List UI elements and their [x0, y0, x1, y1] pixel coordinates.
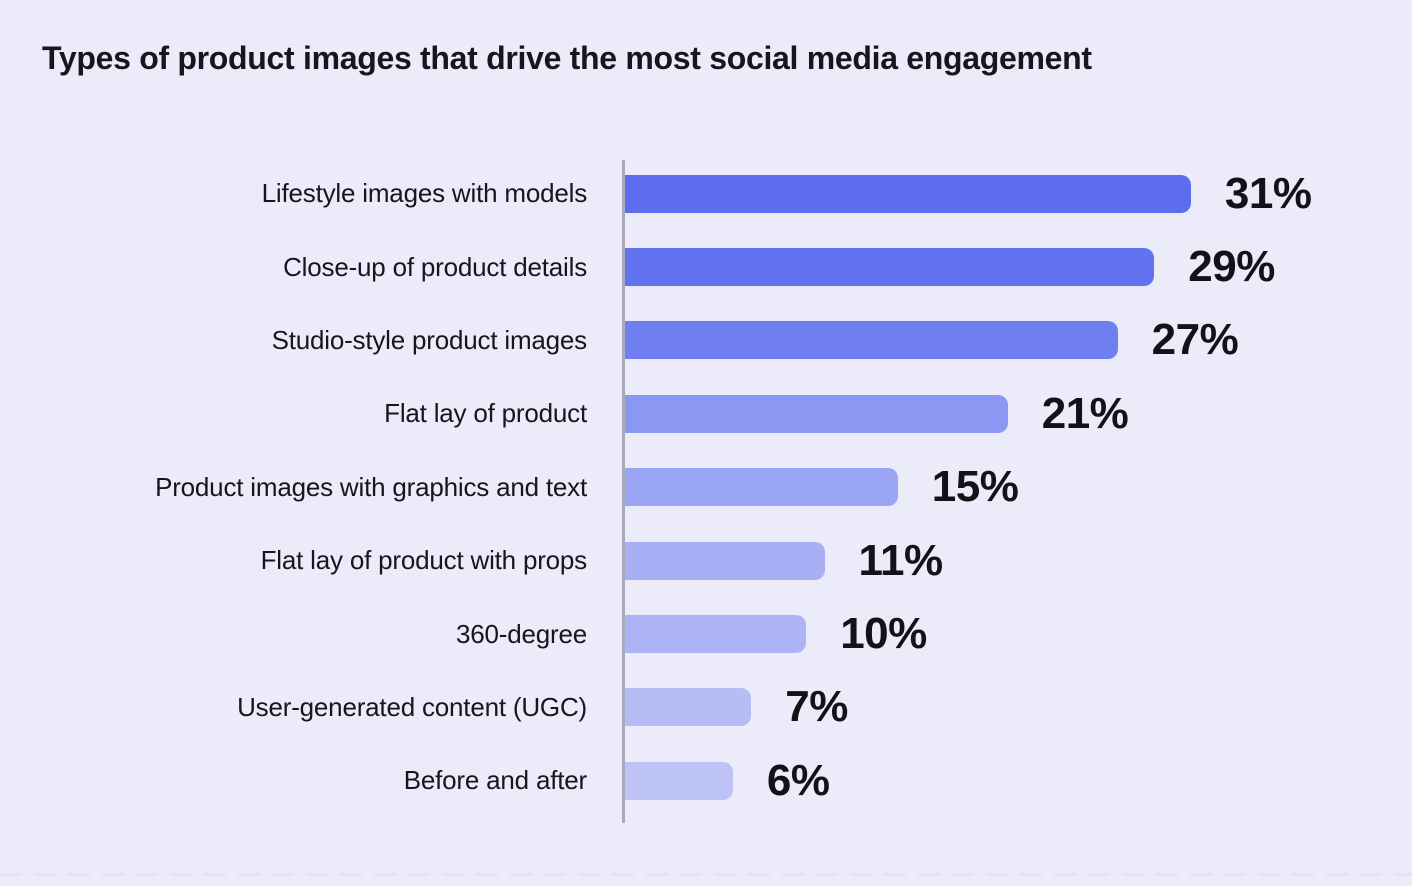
- chart-title: Types of product images that drive the m…: [42, 40, 1092, 76]
- bar: [623, 688, 752, 727]
- bar-row: Studio-style product images 27%: [0, 304, 1412, 377]
- bottom-crop-artifact: [0, 873, 1412, 876]
- category-label: Product images with graphics and text: [155, 471, 587, 502]
- category-label: Flat lay of product: [384, 398, 587, 429]
- bar: [623, 321, 1118, 360]
- value-label: 6%: [766, 755, 830, 805]
- value-label: 10%: [840, 609, 927, 659]
- category-label: User-generated content (UGC): [237, 691, 587, 722]
- bar: [623, 761, 733, 800]
- bar-row: 360-degree 10%: [0, 597, 1412, 670]
- value-label: 15%: [931, 462, 1019, 512]
- bar-row: Before and after 6%: [0, 744, 1412, 817]
- value-label: 11%: [858, 535, 944, 585]
- bar: [623, 541, 825, 580]
- bar-row: Flat lay of product 21%: [0, 377, 1412, 450]
- bar-chart: Lifestyle images with models 31% Close-up …: [0, 157, 1412, 823]
- bar-track: 11%: [623, 524, 1412, 597]
- bar-row: Flat lay of product with props 11%: [0, 524, 1412, 597]
- bar: [623, 615, 807, 654]
- bar-row: User-generated content (UGC) 7%: [0, 671, 1412, 744]
- bar: [623, 394, 1008, 433]
- bar-track: 15%: [623, 451, 1412, 524]
- value-label: 29%: [1188, 242, 1275, 292]
- bar-track: 6%: [623, 744, 1412, 817]
- value-label: 31%: [1224, 168, 1312, 218]
- bar-track: 31%: [623, 157, 1412, 230]
- bar-track: 21%: [623, 377, 1412, 450]
- category-label: Before and after: [403, 765, 587, 796]
- bar: [623, 468, 898, 507]
- bar-row: Lifestyle images with models 31%: [0, 157, 1412, 230]
- bar: [623, 248, 1155, 287]
- bar-rows: Lifestyle images with models 31% Close-up …: [0, 157, 1412, 818]
- value-label: 21%: [1041, 388, 1129, 438]
- value-label: 7%: [785, 682, 848, 732]
- category-label: Flat lay of product with props: [260, 545, 588, 576]
- bar-track: 29%: [623, 230, 1412, 303]
- y-axis-line: [622, 160, 625, 823]
- category-label: Close-up of product details: [283, 251, 587, 282]
- bar-track: 27%: [623, 304, 1412, 377]
- value-label: 27%: [1151, 315, 1239, 365]
- bar-row: Product images with graphics and text 15%: [0, 451, 1412, 524]
- category-label: 360-degree: [456, 618, 587, 649]
- bar-track: 7%: [623, 671, 1412, 744]
- bar: [623, 174, 1191, 213]
- bar-row: Close-up of product details 29%: [0, 230, 1412, 303]
- category-label: Lifestyle images with models: [261, 178, 588, 209]
- category-label: Studio-style product images: [271, 324, 588, 355]
- bar-track: 10%: [623, 597, 1412, 670]
